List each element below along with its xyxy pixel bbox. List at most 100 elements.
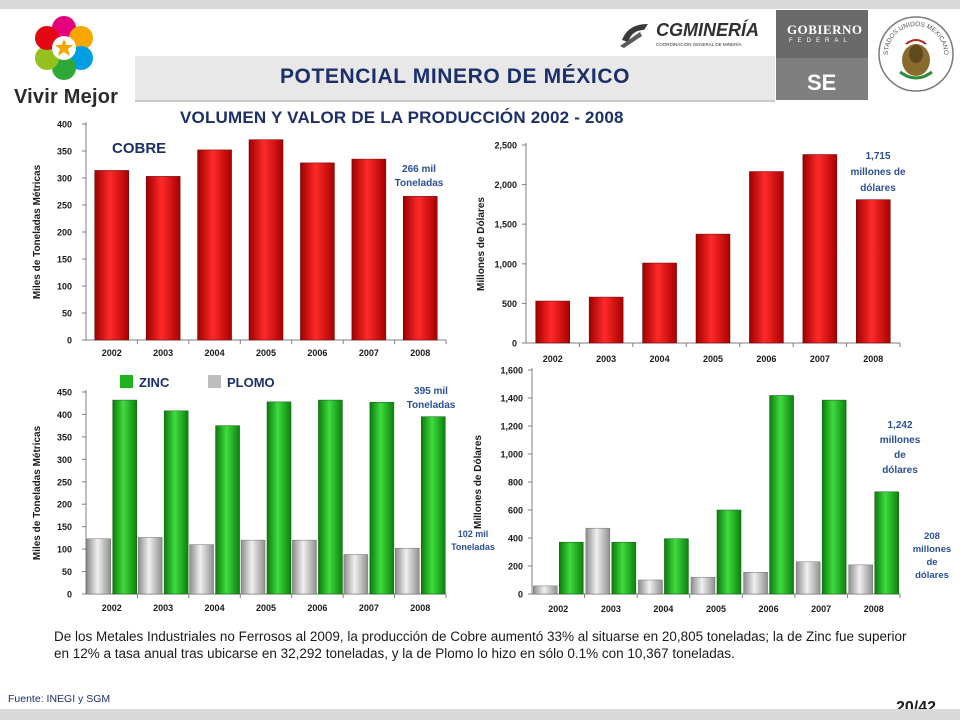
plomo-bar-2008 [395, 547, 420, 595]
zinc-bar-2005 [266, 401, 292, 595]
y-tick-label: 50 [62, 567, 72, 577]
y-tick-label: 0 [512, 339, 517, 349]
cobre-value-annotation: millones de [850, 167, 905, 178]
plomo-bar-2002 [86, 538, 111, 595]
x-tick-label: 2007 [811, 604, 831, 614]
x-tick-label: 2002 [102, 603, 122, 613]
zinc-bar-2008 [874, 491, 899, 595]
zinc-value-annotation: dólares [882, 465, 918, 476]
chart-subtitle: VOLUMEN Y VALOR DE LA PRODUCCIÓN 2002 - … [180, 108, 624, 127]
y-tick-label: 0 [518, 590, 523, 600]
y-tick-label: 1,600 [500, 366, 523, 376]
x-tick-label: 2006 [759, 604, 779, 614]
page-title: POTENCIAL MINERO DE MÉXICO [279, 65, 631, 88]
bar-2002 [535, 300, 570, 344]
x-tick-label: 2008 [863, 354, 883, 364]
y-tick-label: 200 [57, 228, 72, 238]
y-tick-label: 600 [508, 506, 523, 516]
zinc-bar-2004 [215, 425, 240, 595]
cgmineria-text: CGMINERÍA [656, 20, 759, 40]
cgmineria-subtext: COORDINACIÓN GENERAL DE MINERÍA [656, 42, 742, 47]
y-tick-label: 1,000 [494, 259, 517, 269]
flower-icon [35, 16, 93, 80]
zinc-legend-swatch [120, 375, 133, 388]
plomo-bar-2008 [848, 564, 873, 595]
x-tick-label: 2006 [307, 348, 327, 358]
bar-2007 [802, 154, 838, 344]
x-tick-label: 2002 [102, 348, 122, 358]
zinc-bar-2006 [769, 395, 794, 595]
plomo-bar-2003 [585, 527, 611, 595]
gobierno-text: GOBIERNO [787, 22, 863, 37]
gobierno-federal-logo: GOBIERNO FEDERAL SE [776, 10, 868, 100]
x-tick-label: 2007 [810, 354, 830, 364]
top-bar [0, 0, 960, 9]
gobierno-panel: GOBIERNO FEDERAL [776, 10, 868, 58]
y-axis-label: Millones de Dólares [476, 197, 487, 291]
y-tick-label: 400 [57, 120, 72, 130]
y-tick-label: 200 [508, 562, 523, 572]
zinc-bar-2008 [421, 416, 446, 595]
y-tick-label: 1,200 [500, 422, 523, 432]
y-tick-label: 800 [508, 478, 523, 488]
x-tick-label: 2004 [205, 348, 225, 358]
bar-2008 [856, 199, 891, 344]
zinc-legend-label: ZINC [139, 375, 170, 390]
y-tick-label: 2,000 [494, 180, 517, 190]
cgmineria-logo: CGMINERÍA COORDINACIÓN GENERAL DE MINERÍ… [618, 18, 768, 52]
x-tick-label: 2006 [756, 354, 776, 364]
plomo-volume-annotation: Toneladas [451, 542, 495, 552]
y-tick-label: 350 [57, 432, 72, 442]
zinc-bar-2007 [821, 399, 847, 595]
y-axis-label: Millones de Dólares [473, 435, 484, 529]
zinc-volume-annotation: Toneladas [407, 400, 456, 411]
y-axis-label: Miles de Toneladas Métricas [32, 164, 43, 299]
bar-2003 [145, 176, 181, 341]
y-tick-label: 1,000 [500, 450, 523, 460]
x-tick-label: 2005 [703, 354, 723, 364]
plomo-value-annotation: millones [913, 544, 952, 555]
x-tick-label: 2003 [153, 603, 173, 613]
zinc-bar-2002 [559, 541, 584, 595]
x-tick-label: 2005 [256, 603, 276, 613]
title-bar: POTENCIAL MINERO DE MÉXICO [135, 56, 775, 102]
y-tick-label: 350 [57, 147, 72, 157]
zinc-bar-2005 [716, 509, 742, 595]
y-tick-label: 1,500 [494, 220, 517, 230]
zinc-bar-2004 [664, 538, 689, 595]
bar-2003 [588, 296, 624, 344]
y-tick-label: 1,400 [500, 394, 523, 404]
plomo-bar-2006 [292, 539, 317, 595]
x-tick-label: 2006 [307, 603, 327, 613]
y-tick-label: 450 [57, 388, 72, 398]
zinc-bar-2006 [318, 399, 343, 595]
y-tick-label: 250 [57, 201, 72, 211]
x-tick-label: 2005 [706, 604, 726, 614]
bar-2007 [351, 158, 387, 341]
cobre-value-annotation: 1,715 [865, 151, 890, 162]
bar-2006 [300, 162, 335, 341]
plomo-legend-swatch [208, 375, 221, 388]
x-tick-label: 2004 [205, 603, 225, 613]
plomo-legend-label: PLOMO [227, 375, 275, 390]
zinc-value-annotation: millones [880, 435, 921, 446]
y-tick-label: 50 [62, 309, 72, 319]
x-tick-label: 2003 [153, 348, 173, 358]
cgmineria-icon [620, 24, 648, 48]
y-tick-label: 300 [57, 455, 72, 465]
cobre-volume-annotation: Toneladas [395, 178, 444, 189]
summary-paragraph: De los Metales Industriales no Ferrosos … [54, 629, 907, 661]
source-note: Fuente: INEGI y SGM [8, 693, 111, 705]
bar-2005 [695, 233, 731, 344]
zinc-bar-2007 [369, 402, 395, 595]
bar-2004 [197, 149, 232, 341]
x-tick-label: 2002 [543, 354, 563, 364]
bar-2004 [642, 262, 677, 344]
bar-2005 [248, 139, 284, 341]
x-tick-label: 2008 [864, 604, 884, 614]
plomo-bar-2005 [690, 576, 716, 595]
cobre-volume-annotation: 266 mil [402, 164, 436, 175]
y-tick-label: 150 [57, 255, 72, 265]
